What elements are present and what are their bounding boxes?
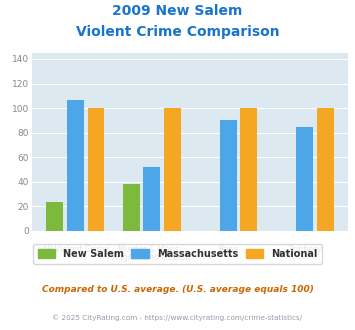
Text: Rape: Rape xyxy=(218,245,238,253)
Text: Compared to U.S. average. (U.S. average equals 100): Compared to U.S. average. (U.S. average … xyxy=(42,285,313,294)
Bar xyxy=(317,108,334,231)
Bar xyxy=(143,167,160,231)
Bar xyxy=(88,108,104,231)
Text: 2009 New Salem: 2009 New Salem xyxy=(112,4,243,18)
Text: All Violent Crime: All Violent Crime xyxy=(42,245,109,253)
Text: Robbery: Robbery xyxy=(288,245,321,253)
Bar xyxy=(240,108,257,231)
Bar xyxy=(123,184,140,231)
Text: Violent Crime Comparison: Violent Crime Comparison xyxy=(76,25,279,39)
Text: Murder & Mans...: Murder & Mans... xyxy=(118,245,186,253)
Bar xyxy=(46,202,63,231)
Text: © 2025 CityRating.com - https://www.cityrating.com/crime-statistics/: © 2025 CityRating.com - https://www.city… xyxy=(53,314,302,321)
Bar xyxy=(164,108,181,231)
Legend: New Salem, Massachusetts, National: New Salem, Massachusetts, National xyxy=(33,244,322,264)
Bar xyxy=(296,126,313,231)
Text: Aggravated Assault: Aggravated Assault xyxy=(112,253,191,262)
Bar xyxy=(220,120,236,231)
Bar xyxy=(67,100,84,231)
